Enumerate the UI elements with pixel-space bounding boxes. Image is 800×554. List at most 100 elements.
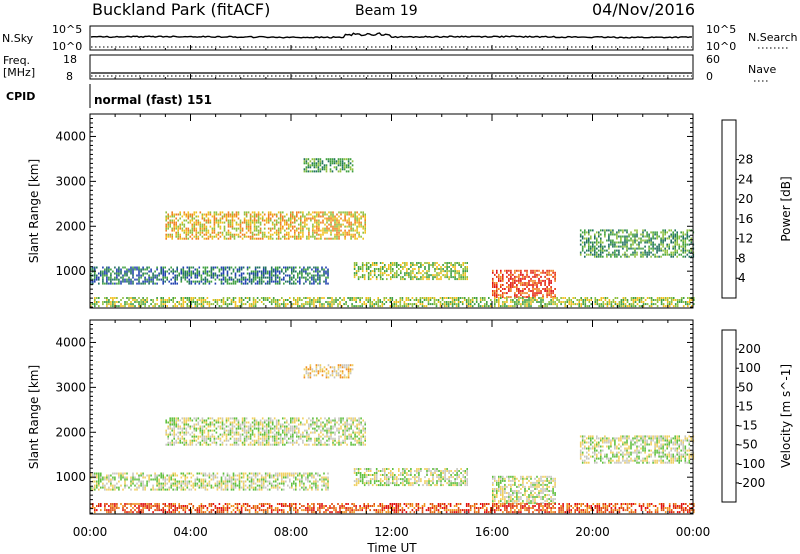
power-cell bbox=[392, 270, 394, 273]
power-cell bbox=[526, 273, 528, 276]
power-cell bbox=[178, 301, 180, 303]
power-cell bbox=[454, 278, 456, 281]
velocity-cell bbox=[244, 484, 247, 487]
velocity-cell bbox=[287, 472, 289, 475]
velocity-cell bbox=[219, 427, 222, 430]
power-cell bbox=[540, 299, 542, 301]
power-cell bbox=[672, 235, 674, 238]
power-cell bbox=[354, 235, 356, 238]
power-cell bbox=[586, 305, 589, 308]
power-cell bbox=[222, 282, 225, 285]
power-cell bbox=[436, 272, 438, 275]
power-cell bbox=[247, 221, 250, 224]
power-cell bbox=[638, 301, 641, 303]
velocity-cell bbox=[158, 474, 160, 477]
power-cell bbox=[277, 231, 280, 234]
power-cell bbox=[204, 272, 207, 275]
power-cell bbox=[446, 272, 448, 275]
power-cell bbox=[302, 229, 304, 232]
power-cell bbox=[264, 272, 267, 275]
power-cell bbox=[130, 297, 132, 299]
velocity-cell bbox=[205, 421, 208, 424]
velocity-cell bbox=[211, 417, 214, 420]
power-cell bbox=[330, 231, 332, 234]
power-cell bbox=[165, 233, 167, 236]
velocity-cell bbox=[177, 423, 179, 426]
power-cell bbox=[458, 278, 460, 281]
velocity-cell bbox=[259, 441, 262, 444]
power-cell bbox=[225, 231, 228, 234]
power-cell bbox=[492, 282, 494, 284]
power-cell bbox=[648, 239, 650, 242]
velocity-cell bbox=[235, 417, 238, 420]
power-cell bbox=[416, 272, 418, 275]
power-cell bbox=[272, 274, 275, 277]
power-cell bbox=[640, 305, 643, 308]
velocity-cell bbox=[254, 474, 257, 477]
velocity-cell bbox=[204, 488, 207, 491]
power-cell bbox=[264, 297, 267, 299]
power-cell bbox=[152, 272, 154, 275]
power-cell bbox=[299, 278, 301, 281]
power-cell bbox=[158, 272, 160, 275]
velocity-cell bbox=[162, 478, 164, 481]
power-cell bbox=[136, 266, 138, 269]
power-cell bbox=[548, 269, 550, 272]
power-cell bbox=[676, 231, 678, 234]
power-cell bbox=[616, 241, 618, 244]
power-cell bbox=[632, 299, 635, 301]
power-cell bbox=[624, 235, 626, 238]
power-cell bbox=[338, 229, 340, 232]
power-cell bbox=[318, 237, 320, 240]
velocity-cell bbox=[167, 425, 169, 428]
power-cell bbox=[351, 170, 354, 173]
power-cell bbox=[251, 231, 254, 234]
power-cell bbox=[668, 245, 670, 248]
power-cell bbox=[120, 303, 122, 306]
power-cell bbox=[684, 251, 687, 254]
power-cell bbox=[146, 299, 148, 301]
velocity-cell bbox=[299, 488, 301, 491]
power-cell bbox=[183, 213, 186, 216]
power-cell bbox=[682, 231, 684, 234]
velocity-cell bbox=[164, 482, 166, 485]
power-cell bbox=[243, 219, 246, 222]
velocity-cell bbox=[100, 486, 102, 489]
power-cell bbox=[234, 272, 237, 275]
power-cell bbox=[428, 268, 430, 270]
velocity-cell bbox=[94, 486, 96, 489]
power-cell bbox=[532, 294, 534, 297]
power-cell bbox=[250, 282, 253, 285]
velocity-cell bbox=[94, 484, 96, 487]
power-cell bbox=[429, 303, 432, 306]
power-cell bbox=[319, 170, 322, 173]
power-cell bbox=[312, 223, 314, 226]
power-cell bbox=[308, 233, 310, 236]
velocity-cell bbox=[104, 478, 106, 481]
power-cell bbox=[341, 164, 344, 167]
velocity-cell bbox=[242, 488, 245, 491]
power-cell bbox=[313, 299, 315, 301]
power-cell bbox=[106, 270, 108, 273]
velocity-cell bbox=[148, 480, 150, 483]
power-cell bbox=[305, 160, 308, 163]
power-cell bbox=[369, 299, 371, 301]
power-cell bbox=[193, 235, 196, 238]
power-cell bbox=[456, 278, 458, 281]
power-cell bbox=[674, 249, 676, 252]
velocity-cell bbox=[203, 431, 206, 434]
velocity-cell bbox=[160, 474, 162, 477]
power-cell bbox=[369, 303, 371, 306]
power-cell bbox=[434, 276, 436, 279]
power-cell bbox=[110, 305, 112, 308]
power-cell bbox=[313, 164, 316, 167]
power-cell bbox=[674, 235, 676, 238]
power-cell bbox=[220, 266, 223, 269]
power-cell bbox=[664, 297, 667, 299]
power-cell bbox=[309, 160, 312, 163]
power-cell bbox=[358, 213, 360, 216]
power-cell bbox=[560, 301, 562, 303]
power-cell bbox=[186, 305, 189, 308]
power-cell bbox=[204, 282, 207, 285]
power-cell bbox=[626, 305, 629, 308]
